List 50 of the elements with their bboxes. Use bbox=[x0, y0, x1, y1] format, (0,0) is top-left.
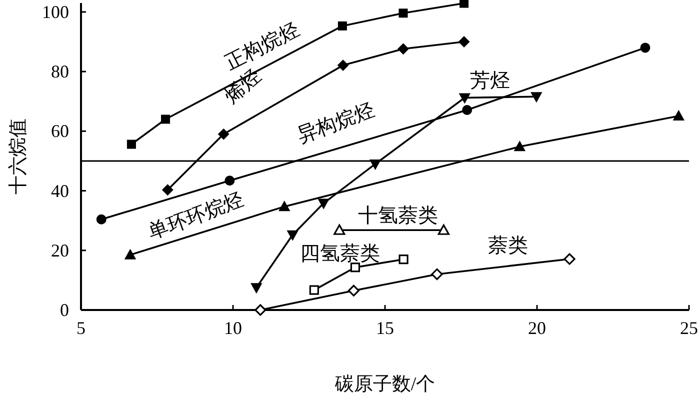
series-label: 十氢萘类 bbox=[358, 205, 438, 227]
point bbox=[640, 42, 650, 53]
point bbox=[287, 230, 298, 240]
y-tick-label: 40 bbox=[51, 180, 69, 201]
point bbox=[398, 43, 409, 54]
x-tick-label: 25 bbox=[680, 318, 698, 338]
x-tick-label: 20 bbox=[528, 318, 546, 338]
point bbox=[370, 159, 381, 170]
point bbox=[250, 283, 262, 294]
y-tick-label: 20 bbox=[51, 240, 69, 260]
y-tick-label: 60 bbox=[51, 121, 69, 142]
point bbox=[309, 285, 319, 295]
point bbox=[514, 141, 526, 152]
point bbox=[462, 105, 472, 116]
series-label: 芳烃 bbox=[470, 70, 510, 92]
point bbox=[348, 284, 360, 296]
point bbox=[162, 184, 174, 196]
point bbox=[218, 128, 230, 140]
point bbox=[224, 176, 235, 186]
point bbox=[398, 8, 408, 18]
point bbox=[459, 93, 470, 104]
x-axis-title: 碳原子数/个 bbox=[334, 374, 436, 395]
point bbox=[458, 36, 470, 48]
point bbox=[530, 92, 542, 102]
point bbox=[431, 268, 443, 280]
point bbox=[126, 140, 136, 149]
text: 异构烷烃 bbox=[294, 99, 378, 148]
x-tick-label: 5 bbox=[76, 318, 86, 338]
point bbox=[318, 198, 330, 209]
point bbox=[673, 110, 684, 120]
point bbox=[460, 0, 469, 8]
y-tick-label: 100 bbox=[42, 2, 69, 22]
point bbox=[398, 254, 408, 264]
point bbox=[96, 214, 106, 224]
point bbox=[350, 262, 360, 272]
point bbox=[564, 253, 576, 265]
point bbox=[338, 21, 347, 30]
point bbox=[278, 201, 290, 212]
x-tick-label: 15 bbox=[376, 318, 394, 338]
y-tick-label: 0 bbox=[60, 300, 69, 320]
y-axis-title: 十六烷值 bbox=[7, 118, 29, 194]
point bbox=[161, 114, 170, 124]
y-tick-label: 80 bbox=[51, 62, 69, 82]
x-tick-label: 10 bbox=[224, 318, 242, 338]
series-label: 四氢萘类 bbox=[300, 243, 380, 265]
series-label: 萘类 bbox=[488, 235, 528, 257]
point bbox=[124, 249, 136, 260]
text: 单环环烷烃 bbox=[145, 188, 247, 244]
point bbox=[338, 60, 349, 71]
point bbox=[254, 304, 266, 316]
